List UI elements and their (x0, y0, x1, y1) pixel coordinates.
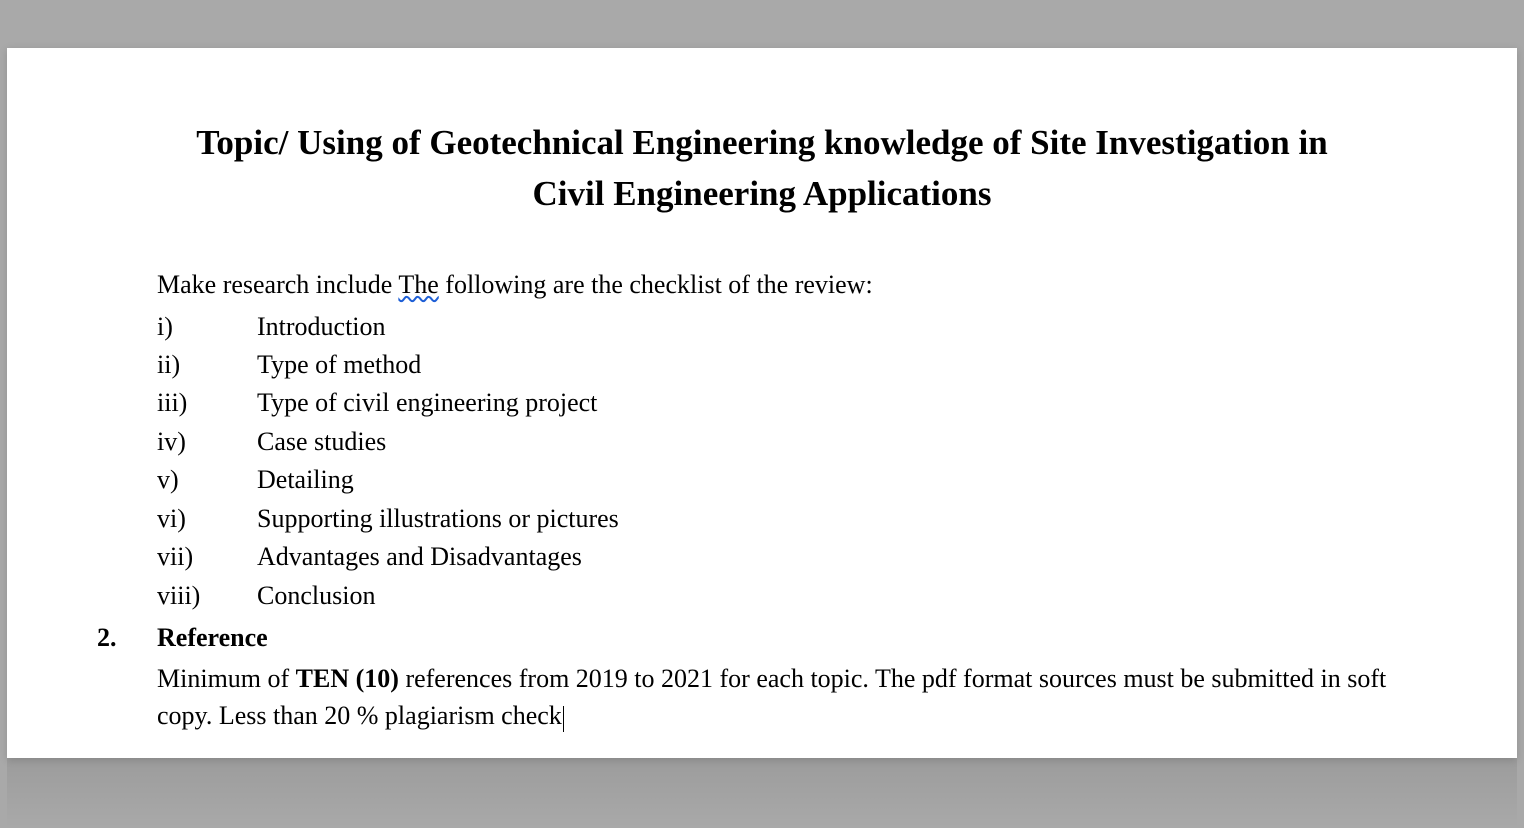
item-text: Advantages and Disadvantages (257, 538, 1427, 576)
list-item: iii) Type of civil engineering project (157, 384, 1427, 422)
roman-numeral: iii) (157, 384, 257, 422)
reference-body: Minimum of TEN (10) references from 2019… (157, 660, 1427, 735)
item-text: Type of civil engineering project (257, 384, 1427, 422)
intro-paragraph: Make research include The following are … (157, 270, 1427, 300)
item-text: Conclusion (257, 577, 1427, 615)
item-text: Type of method (257, 346, 1427, 384)
text-cursor-icon (563, 706, 564, 732)
list-item: vii) Advantages and Disadvantages (157, 538, 1427, 576)
reference-bold-text: TEN (10) (296, 664, 399, 693)
list-item: vi) Supporting illustrations or pictures (157, 500, 1427, 538)
roman-numeral: iv) (157, 423, 257, 461)
roman-numeral: vi) (157, 500, 257, 538)
list-item: viii) Conclusion (157, 577, 1427, 615)
intro-pre-text: Make research include (157, 270, 398, 299)
item-text: Supporting illustrations or pictures (257, 500, 1427, 538)
page-background: Topic/ Using of Geotechnical Engineering… (0, 0, 1524, 828)
reference-pre-text: Minimum of (157, 664, 296, 693)
section-label: Reference (157, 619, 268, 657)
item-text: Case studies (257, 423, 1427, 461)
list-item: v) Detailing (157, 461, 1427, 499)
roman-numeral: ii) (157, 346, 257, 384)
document-page[interactable]: Topic/ Using of Geotechnical Engineering… (7, 48, 1517, 758)
roman-numeral: v) (157, 461, 257, 499)
list-item: ii) Type of method (157, 346, 1427, 384)
document-title: Topic/ Using of Geotechnical Engineering… (97, 118, 1427, 220)
roman-numeral: i) (157, 308, 257, 346)
list-item: iv) Case studies (157, 423, 1427, 461)
item-text: Detailing (257, 461, 1427, 499)
list-item: i) Introduction (157, 308, 1427, 346)
checklist: i) Introduction ii) Type of method iii) … (157, 308, 1427, 616)
page-shadow (7, 758, 1517, 828)
item-text: Introduction (257, 308, 1427, 346)
intro-post-text: following are the checklist of the revie… (439, 270, 873, 299)
section-number: 2. (97, 619, 157, 657)
spellcheck-word[interactable]: The (398, 270, 438, 299)
roman-numeral: vii) (157, 538, 257, 576)
roman-numeral: viii) (157, 577, 257, 615)
section-2-header: 2. Reference (97, 619, 1427, 657)
